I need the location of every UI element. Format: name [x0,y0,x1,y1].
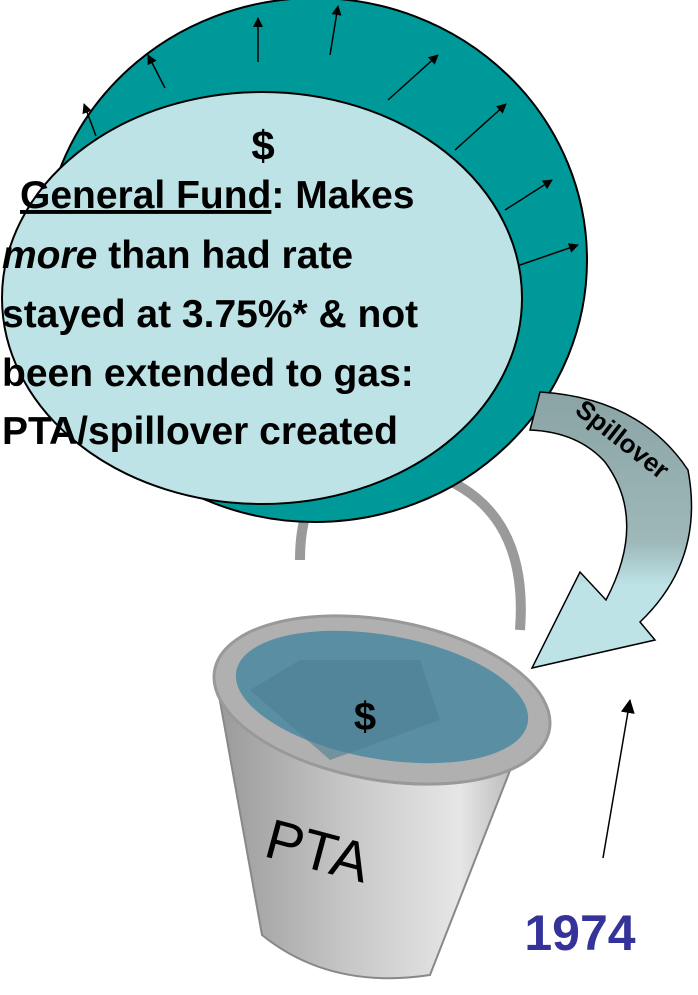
spillover-arrow [529,391,693,670]
circle-symbol: $ [251,122,274,169]
bucket-symbol: $ [354,695,376,739]
growth-arrow [387,54,439,101]
bucket [212,459,552,980]
term: General Fund [20,174,271,217]
circle-line: PTA/spillover created [2,410,398,453]
term-rest: : Makes [271,174,414,217]
year-pointer [602,699,635,859]
growth-arrows [82,5,579,266]
circle-line: more than had rate [2,234,353,277]
growth-arrow [519,243,579,266]
circle-line: General Fund: Makes [20,174,414,217]
inner-circle [1,91,523,505]
circle-line: stayed at 3.75%* & not [2,293,418,336]
emphasis-rest: than had rate [97,234,353,277]
growth-arrow [504,179,553,211]
growth-arrow [82,103,97,137]
circle-line: been extended to gas: [2,352,414,395]
growth-arrow [454,103,507,151]
growth-arrow [329,5,342,56]
emphasis: more [2,234,97,277]
year-label: 1974 [524,905,635,961]
growth-arrow [147,54,166,89]
water-shade [250,660,440,760]
